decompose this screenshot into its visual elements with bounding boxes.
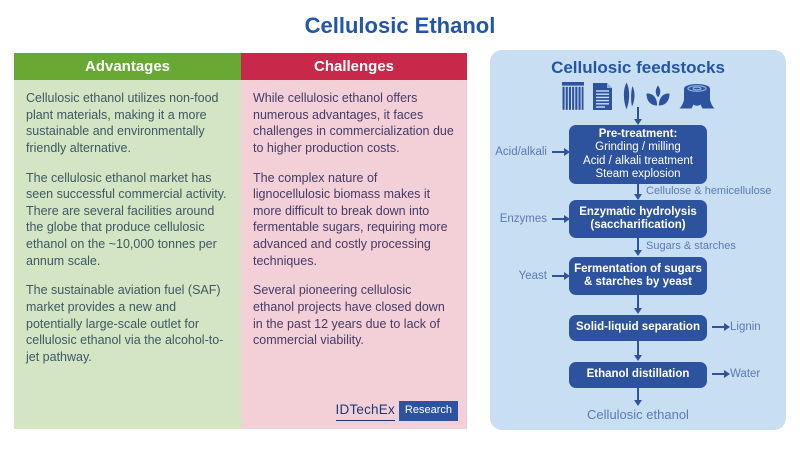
flow-output-water: Water <box>712 368 760 380</box>
arrow-right-icon <box>712 323 730 331</box>
flow-input-yeast: Yeast <box>518 270 570 282</box>
flow-input-label: Acid/alkali <box>495 146 547 158</box>
advantages-paragraph: The cellulosic ethanol market has seen s… <box>26 170 227 268</box>
arrow-down-icon <box>634 107 642 125</box>
feedstocks-flow-panel: Cellulosic feedstocks <box>490 50 786 430</box>
advantages-body: Cellulosic ethanol utilizes non-food pla… <box>14 80 241 429</box>
flow-input-acid-alkali: Acid/alkali <box>495 146 570 158</box>
challenges-paragraph: Several pioneering cellulosic ethanol pr… <box>253 283 445 348</box>
flow-output-label: Lignin <box>730 321 761 333</box>
advantages-paragraph: The sustainable aviation fuel (SAF) mark… <box>26 283 224 364</box>
flow-box-fermentation: Fermentation of sugars & starches by yea… <box>569 257 707 295</box>
flow-input-label: Enzymes <box>499 213 547 225</box>
stream-label: Sugars & starches <box>646 240 736 252</box>
flow-box-line: Fermentation of sugars <box>574 262 702 275</box>
arrow-right-icon <box>712 370 730 378</box>
arrow-right-icon <box>552 148 570 156</box>
flow-input-label: Yeast <box>518 270 547 282</box>
flow-box-ethanol-distillation: Ethanol distillation <box>569 362 707 388</box>
advantages-panel: Advantages Cellulosic ethanol utilizes n… <box>14 53 241 429</box>
flow-box-line: Grinding / milling <box>595 141 681 153</box>
flow-box-pretreatment: Pre-treatment: Grinding / milling Acid /… <box>569 125 707 184</box>
flow-box-line: Steam explosion <box>595 168 681 180</box>
challenges-panel: Challenges While cellulosic ethanol offe… <box>241 53 467 429</box>
stream-label: Cellulose & hemicellulose <box>646 185 772 197</box>
flow-box-line: & starches by yeast <box>583 276 693 288</box>
arrow-down-icon <box>634 388 642 406</box>
flow-output-lignin: Lignin <box>712 321 761 333</box>
challenges-paragraph: The complex nature of lignocellulosic bi… <box>253 170 448 268</box>
page-title: Cellulosic Ethanol <box>304 13 496 38</box>
final-product-label: Cellulosic ethanol <box>587 407 689 422</box>
arrow-down-icon <box>634 184 642 200</box>
arrow-down-icon <box>634 341 642 361</box>
idtechex-logo: IDTechEx Research <box>335 401 458 421</box>
arrow-right-icon <box>552 272 570 280</box>
corn-icon <box>620 82 637 110</box>
flow-output-label: Water <box>730 368 761 380</box>
flow-title: Cellulosic feedstocks <box>551 58 725 77</box>
arrow-down-icon <box>634 295 642 314</box>
tree-stump-icon <box>679 83 715 110</box>
flow-input-enzymes: Enzymes <box>499 213 570 225</box>
arrow-right-icon <box>552 215 570 223</box>
plant-icon <box>644 85 672 110</box>
text-panels: Advantages Cellulosic ethanol utilizes n… <box>14 53 467 429</box>
straw-bale-icon <box>561 82 585 110</box>
flow-box-solid-liquid-separation: Solid-liquid separation <box>569 315 707 341</box>
idtechex-brand-text: IDTechEx <box>335 401 395 421</box>
challenges-header: Challenges <box>241 53 467 80</box>
idtechex-research-badge: Research <box>398 401 458 421</box>
flow-box-line: Ethanol distillation <box>586 368 690 381</box>
flow-box-title: Pre-treatment: <box>598 127 678 140</box>
flow-box-enzymatic-hydrolysis: Enzymatic hydrolysis (saccharification) <box>569 200 707 238</box>
challenges-paragraph: While cellulosic ethanol offers numerous… <box>253 91 454 155</box>
flow-box-line: (saccharification) <box>590 219 686 231</box>
advantages-paragraph: Cellulosic ethanol utilizes non-food pla… <box>26 91 219 155</box>
arrow-down-icon <box>634 238 642 256</box>
feedstock-icons <box>490 80 786 110</box>
flow-box-line: Enzymatic hydrolysis <box>579 205 697 218</box>
paper-icon <box>592 83 613 110</box>
advantages-header: Advantages <box>14 53 241 80</box>
flow-box-line: Acid / alkali treatment <box>583 154 693 167</box>
flow-box-line: Solid-liquid separation <box>576 321 700 334</box>
challenges-body: While cellulosic ethanol offers numerous… <box>241 80 467 429</box>
